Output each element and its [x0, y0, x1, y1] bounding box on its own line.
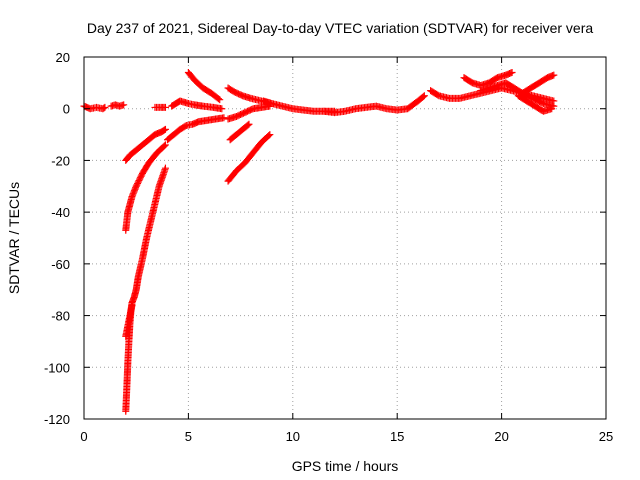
series-arc-14: [224, 131, 274, 185]
series-arc-7: [151, 103, 169, 111]
series-arc-19: [477, 79, 558, 110]
x-tick-label: 10: [286, 429, 300, 444]
series-arc-1: [80, 102, 109, 113]
data-point: [265, 132, 273, 140]
series-arc-2: [107, 101, 128, 110]
series-arc-20: [518, 71, 558, 97]
series-arc-12: [224, 102, 274, 123]
y-tick-labels: -120 -100 -80 -60 -40 -20 0 20: [44, 50, 70, 427]
data-point: [100, 104, 108, 112]
data-point: [160, 126, 168, 134]
data-point: [216, 96, 224, 104]
series-arc-16: [320, 92, 428, 117]
data-point: [160, 142, 168, 150]
x-tick-label: 25: [599, 429, 613, 444]
y-tick-label: -40: [51, 205, 70, 220]
series-arc-9: [164, 114, 228, 144]
data-point: [266, 131, 274, 139]
data-point: [215, 95, 223, 103]
data-point: [245, 120, 253, 128]
y-tick-label: 20: [56, 50, 70, 65]
plot-frame: [83, 56, 607, 420]
series-arc-21: [514, 92, 556, 115]
data-point: [218, 105, 226, 113]
data-point: [548, 105, 556, 113]
data-point: [508, 69, 516, 77]
data-point: [550, 71, 558, 79]
axis-ticks: [83, 56, 607, 420]
y-tick-label: -100: [44, 360, 70, 375]
series-arc-18: [460, 69, 516, 89]
data-point: [128, 301, 136, 309]
data-point: [120, 101, 128, 109]
series-arc-8: [168, 97, 226, 113]
data-point: [161, 103, 169, 111]
data-point: [244, 121, 252, 129]
y-tick-label: -60: [51, 257, 70, 272]
series-arc-4: [122, 141, 169, 234]
x-tick-label: 15: [390, 429, 404, 444]
series-arc-6: [122, 301, 136, 340]
y-axis-label: SDTVAR / TECUs: [6, 182, 22, 294]
data-point: [419, 93, 427, 101]
x-tick-label: 0: [80, 429, 87, 444]
y-tick-label: -120: [44, 412, 70, 427]
x-tick-label: 20: [494, 429, 508, 444]
data-point: [101, 103, 109, 111]
data-point: [220, 114, 228, 122]
x-tick-labels: 0 5 10 15 20 25: [80, 429, 613, 444]
y-tick-label: -80: [51, 309, 70, 324]
data-point: [161, 125, 169, 133]
x-tick-label: 5: [185, 429, 192, 444]
data-point: [161, 141, 169, 149]
chart-title: Day 237 of 2021, Sidereal Day-to-day VTE…: [87, 20, 593, 36]
data-points: [80, 69, 558, 415]
data-point: [161, 164, 169, 172]
series-arc-10: [184, 69, 224, 104]
x-axis-label: GPS time / hours: [292, 458, 399, 474]
series-arc-13: [226, 120, 253, 144]
series-arc-3: [122, 125, 169, 164]
y-tick-label: -20: [51, 153, 70, 168]
y-tick-label: 0: [63, 102, 70, 117]
data-point: [420, 92, 428, 100]
